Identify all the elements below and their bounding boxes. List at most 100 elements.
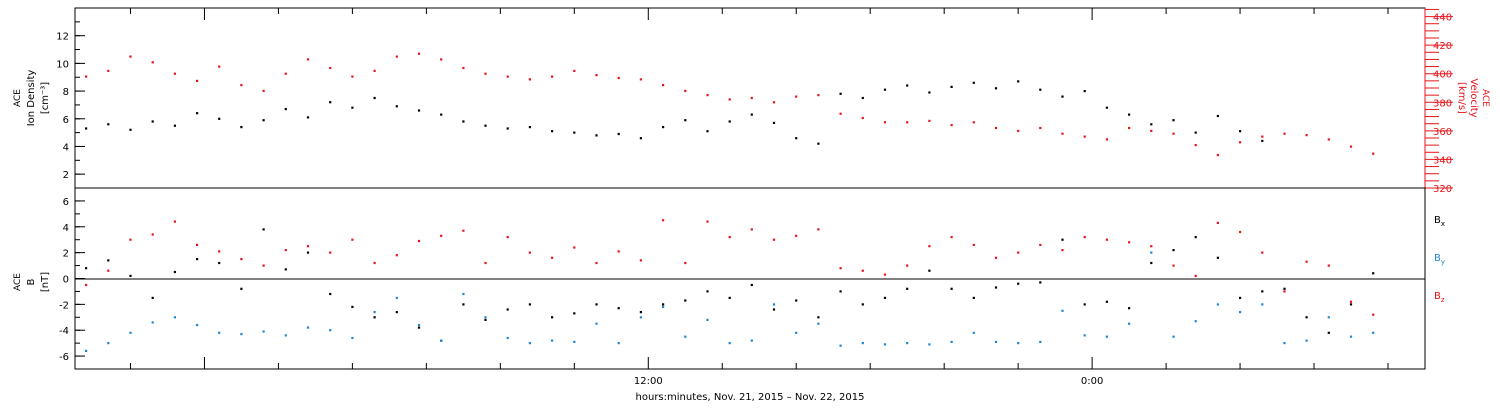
top-red-point (395, 55, 398, 58)
bottom-bz-point (883, 273, 887, 276)
top-black-point (1061, 95, 1064, 98)
top-left-tick-label: 8 (63, 87, 69, 98)
top-red-point (1283, 132, 1286, 135)
top-red-point (1128, 126, 1131, 130)
top-red-point (1305, 134, 1308, 137)
bottom-left-axis-ticks: -6 -4 -2 0 2 4 6 (59, 197, 85, 363)
top-black-point (417, 109, 421, 112)
bottom-by-point (151, 321, 154, 324)
bottom-bz-point (528, 251, 531, 254)
bottom-bz-point (772, 238, 776, 241)
bottom-by-point (173, 316, 176, 319)
top-black-point (950, 85, 953, 88)
top-red-point (351, 75, 354, 78)
bottom-bx-point (662, 303, 665, 306)
top-left-ylabel-line2: Ion Density (26, 70, 37, 127)
top-black-point (684, 119, 687, 122)
legend-label-bz: Bz (1434, 291, 1445, 304)
top-red-point (1105, 138, 1108, 141)
top-red-point (1172, 132, 1175, 135)
top-black-point (817, 142, 820, 145)
top-red-point (1039, 126, 1042, 130)
top-red-point (506, 75, 509, 78)
bottom-bx-point (173, 270, 176, 274)
bottom-bz-point (1150, 245, 1153, 248)
top-black-point (617, 132, 620, 136)
top-panel: 2 4 6 8 10 12 320 340 360 380 400 420 440 ACE Ion D… (13, 7, 1490, 195)
bottom-by-point (1061, 309, 1064, 312)
bottom-bx-point (351, 305, 354, 308)
top-black-point (129, 128, 132, 131)
bottom-bz-point (706, 220, 709, 223)
top-black-point (551, 130, 554, 133)
bottom-bz-point (262, 264, 265, 267)
bottom-by-point (85, 349, 88, 352)
bottom-bz-point (129, 238, 132, 241)
top-red-point (772, 101, 776, 104)
bottom-bx-point (240, 287, 243, 290)
bottom-bx-point (1172, 249, 1175, 252)
bottom-by-point (994, 340, 998, 343)
top-red-point (950, 124, 953, 127)
top-red-point (262, 89, 265, 92)
bottom-bz-point (306, 245, 310, 248)
bottom-bz-point (950, 236, 953, 239)
bottom-bz-point (240, 258, 243, 261)
bottom-by-point (1128, 322, 1131, 325)
bottom-by-point (484, 316, 487, 319)
bottom-by-point (528, 342, 531, 345)
bottom-by-point (462, 292, 465, 296)
bottom-by-point (107, 342, 110, 345)
top-red-point (1061, 132, 1064, 135)
top-black-point (1150, 123, 1153, 126)
top-red-point (1372, 152, 1375, 155)
bottom-left-tick-label: -6 (59, 352, 69, 363)
top-red-point (417, 52, 421, 55)
bottom-bz-point (417, 239, 421, 243)
bottom-by-point (928, 343, 931, 346)
bottom-by-point (972, 331, 975, 334)
bottom-bx-point (462, 303, 465, 306)
bottom-left-ylabel-line2: B (26, 278, 37, 285)
top-left-axis-ticks: 2 4 6 8 10 12 (56, 21, 85, 181)
bottom-bz-point (595, 261, 598, 265)
top-red-point (551, 75, 554, 78)
bottom-bx-point (218, 261, 221, 265)
top-red-point (839, 112, 842, 115)
right-tick-label: 320 (1433, 184, 1452, 195)
top-red-point (1327, 138, 1330, 141)
bottom-bx-point (639, 311, 642, 314)
top-black-point (1083, 90, 1086, 93)
bottom-bx-point (1150, 261, 1153, 265)
top-red-point (994, 126, 998, 130)
top-left-ylabel-line3: [cm⁻³] (40, 82, 51, 114)
right-tick-label: 360 (1433, 127, 1452, 138)
bottom-bx-point (551, 316, 554, 319)
top-marks (85, 52, 1375, 157)
top-black-point (85, 127, 88, 130)
top-right-ylabel-line1: ACE (1480, 89, 1490, 107)
bottom-bz-point (329, 251, 332, 254)
top-black-point (906, 84, 909, 87)
bottom-bz-point (684, 261, 687, 265)
bottom-bx-point (506, 308, 509, 311)
bottom-bz-point (1261, 251, 1264, 254)
top-red-point (750, 96, 753, 100)
bottom-left-tick-label: 0 (63, 275, 69, 286)
top-black-point (1261, 139, 1264, 142)
top-black-point (262, 119, 265, 122)
bottom-bz-point (218, 250, 221, 253)
bottom-by-point (306, 326, 310, 329)
top-black-point (440, 113, 443, 116)
top-black-point (573, 131, 576, 134)
top-red-point (306, 58, 310, 61)
legend-subscript: y (1441, 258, 1445, 266)
bottom-by-point (1194, 320, 1197, 323)
top-black-point (462, 120, 465, 123)
bottom-bz-point (506, 236, 509, 239)
bottom-bx-point (750, 283, 753, 287)
bottom-bz-point (750, 228, 753, 231)
top-red-point (706, 94, 709, 97)
bottom-left-tick-label: -4 (59, 326, 69, 337)
